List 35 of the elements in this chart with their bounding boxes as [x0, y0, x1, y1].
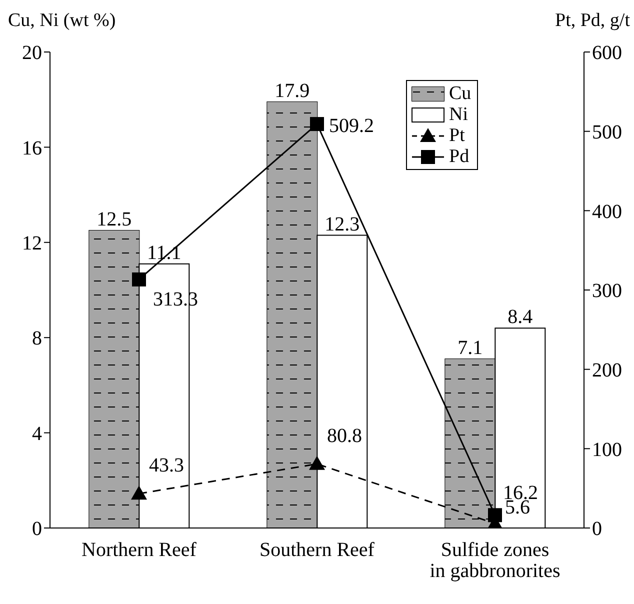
data-label: 8.4: [508, 306, 533, 328]
y-tick-label: 0: [32, 518, 42, 540]
x-tick-label: Northern Reef: [82, 539, 197, 561]
y2-tick-label: 500: [592, 121, 622, 144]
data-label: 17.9: [274, 80, 310, 102]
data-label: 43.3: [149, 454, 184, 477]
point: [488, 508, 502, 522]
x-tick-label: Southern Reef: [260, 539, 375, 561]
point: [131, 486, 147, 500]
y-tick-label: 4: [32, 422, 42, 445]
data-label: 12.5: [96, 208, 132, 230]
y-tick-label: 12: [22, 232, 42, 254]
data-label: 509.2: [329, 115, 374, 138]
y-tick-label: 8: [32, 328, 42, 350]
y-axis-title: Cu, Ni (wt %): [8, 10, 116, 32]
legend-label: Pt: [449, 125, 465, 146]
data-label: 7.1: [458, 337, 483, 360]
legend-label: Cu: [449, 83, 472, 104]
data-label: 80.8: [327, 424, 362, 447]
y2-axis-title: Pt, Pd, g/t: [555, 10, 630, 32]
y2-tick-label: 200: [592, 359, 622, 382]
point: [132, 272, 146, 286]
legend-label: Pd: [449, 146, 470, 167]
y2-tick-label: 400: [592, 200, 622, 223]
legend-label: Ni: [449, 104, 468, 125]
x-tick-label: Sulfide zones in gabbronorites: [430, 539, 560, 582]
point: [309, 456, 325, 470]
y2-tick-label: 100: [592, 438, 622, 461]
y2-tick-label: 0: [592, 518, 602, 540]
point: [310, 117, 324, 132]
y-tick-label: 20: [22, 42, 42, 64]
data-label: 12.3: [324, 213, 360, 236]
y2-tick-label: 300: [592, 280, 622, 302]
y-tick-label: 16: [22, 137, 42, 160]
y2-tick-label: 600: [592, 42, 622, 64]
